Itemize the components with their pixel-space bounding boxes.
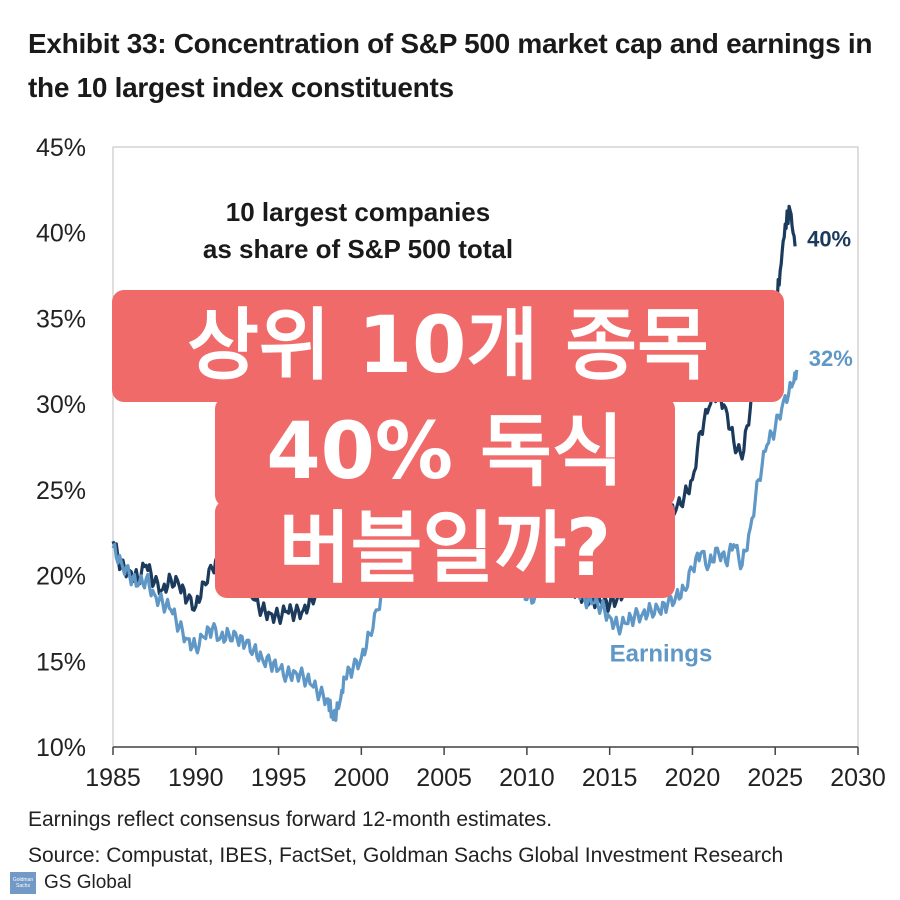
chart-source: Source: Compustat, IBES, FactSet, Goldma…	[28, 844, 784, 867]
y-tick-label: 15%	[36, 648, 86, 676]
chart-note: Earnings reflect consensus forward 12-mo…	[28, 808, 553, 831]
x-tick-label: 1985	[85, 764, 141, 792]
brand: Goldman Sachs GS Global	[10, 872, 132, 894]
x-tick-label: 2010	[499, 764, 555, 792]
y-tick-label: 25%	[36, 477, 86, 505]
chart-annotation-line: 10 largest companies	[226, 197, 490, 227]
series-end-label: 40%	[807, 226, 851, 251]
chart-annotation-line: as share of S&P 500 total	[203, 234, 513, 264]
overlay-banner-line-3: 버블일까?	[215, 500, 675, 598]
chart-area: 10% 15% 20% 25% 30% 35% 40% 45% 1985 1990 1995 200…	[36, 134, 886, 792]
y-tick-label: 10%	[36, 734, 86, 762]
page-title: Exhibit 33: Concentration of S&P 500 mar…	[28, 28, 873, 103]
x-tick-label: 2005	[416, 764, 472, 792]
x-tick-label: 2015	[582, 764, 638, 792]
y-tick-label: 45%	[36, 134, 86, 162]
x-tick-label: 2000	[334, 764, 390, 792]
x-tick-label: 1995	[251, 764, 307, 792]
x-tick-label: 2025	[747, 764, 803, 792]
series-label: Earnings	[610, 640, 713, 667]
goldman-sachs-logo-icon: Goldman Sachs	[10, 872, 36, 894]
overlay-banner-line-1: 상위 10개 종목	[112, 290, 784, 402]
y-tick-label: 40%	[36, 220, 86, 248]
y-tick-label: 20%	[36, 563, 86, 591]
overlay-banner-line-2: 40% 독식	[215, 397, 675, 507]
y-tick-label: 30%	[36, 391, 86, 419]
x-tick-label: 1990	[168, 764, 224, 792]
x-tick-label: 2030	[830, 764, 886, 792]
brand-name: GS Global	[44, 872, 132, 893]
y-tick-label: 35%	[36, 305, 86, 333]
x-tick-label: 2020	[665, 764, 721, 792]
series-end-label: 32%	[809, 346, 853, 371]
